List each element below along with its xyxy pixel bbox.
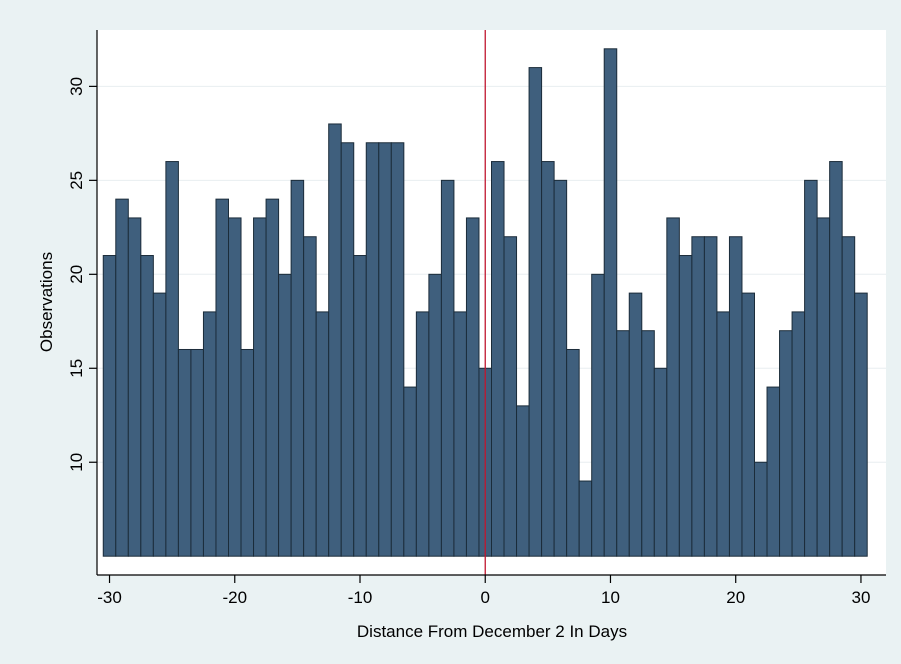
bar <box>503 236 518 557</box>
bar <box>328 123 342 557</box>
bar <box>390 142 405 557</box>
x-tick-label: 0 <box>481 588 490 607</box>
bar <box>841 236 856 557</box>
y-axis-title: Observations <box>37 252 56 352</box>
bar <box>628 292 643 557</box>
bar <box>716 311 730 557</box>
bar <box>566 348 580 557</box>
bar <box>378 142 392 557</box>
axes <box>96 30 886 576</box>
bar <box>691 236 705 557</box>
bar <box>353 255 367 557</box>
y-tick-label: 15 <box>67 359 86 378</box>
bar <box>265 198 280 557</box>
y-tick-label: 30 <box>67 77 86 96</box>
bar <box>516 405 530 557</box>
bar <box>678 255 693 557</box>
bar <box>741 292 756 557</box>
y-tick-label: 10 <box>67 453 86 472</box>
bar <box>428 273 442 557</box>
bar <box>541 161 555 557</box>
bar <box>603 48 618 557</box>
bar <box>653 367 668 557</box>
bar <box>766 386 781 557</box>
bar <box>415 311 430 557</box>
bar <box>491 161 505 557</box>
bar <box>804 179 818 557</box>
bar <box>591 273 605 557</box>
bar <box>440 179 455 557</box>
bar <box>140 255 154 557</box>
bar <box>779 330 793 557</box>
bar <box>303 236 317 557</box>
x-tick-label: 20 <box>726 588 745 607</box>
bar <box>115 198 129 557</box>
x-tick-label: 10 <box>601 588 620 607</box>
bar <box>278 273 292 557</box>
x-tick-label: -20 <box>222 588 247 607</box>
y-ticks: 10 15 20 25 30 <box>67 77 97 472</box>
bar <box>290 179 305 557</box>
x-tick-label: -30 <box>97 588 122 607</box>
bar <box>528 67 543 557</box>
bar <box>754 461 768 557</box>
x-ticks: -30 -20 -10 0 10 20 30 <box>97 575 870 607</box>
bar <box>791 311 806 557</box>
bar <box>215 198 230 557</box>
bar <box>228 217 242 557</box>
x-axis-title: Distance From December 2 In Days <box>357 622 627 641</box>
bar <box>829 161 843 557</box>
bar <box>127 217 142 557</box>
bar <box>578 480 593 557</box>
bar <box>315 311 330 557</box>
bar <box>666 217 680 557</box>
bar <box>854 292 868 557</box>
bar <box>453 311 467 557</box>
bar <box>703 236 718 557</box>
bar <box>340 142 355 557</box>
bar <box>403 386 417 557</box>
bar <box>202 311 217 557</box>
bar <box>728 236 743 557</box>
y-tick-label: 20 <box>67 265 86 284</box>
bar <box>165 161 179 557</box>
bar <box>240 348 255 557</box>
bar <box>553 179 568 557</box>
x-tick-label: 30 <box>851 588 870 607</box>
bar <box>102 255 117 557</box>
bar <box>641 330 655 557</box>
bars <box>102 48 868 557</box>
bar <box>253 217 267 557</box>
bar <box>816 217 831 557</box>
bar <box>465 217 480 557</box>
bar <box>152 292 167 557</box>
bar <box>616 330 630 557</box>
bar <box>190 348 204 557</box>
y-tick-label: 25 <box>67 171 86 190</box>
bar <box>365 142 380 557</box>
x-tick-label: -10 <box>348 588 373 607</box>
bar <box>177 348 192 557</box>
